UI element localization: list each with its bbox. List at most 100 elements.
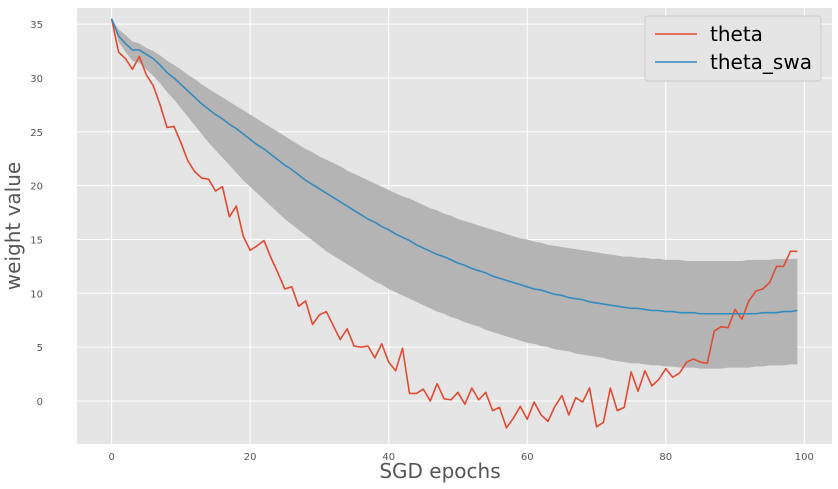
data-point-theta [755,291,756,292]
data-point-theta-swa [638,308,639,309]
data-point-theta-swa [451,259,452,260]
data-point-theta [464,404,465,405]
data-point-theta [568,414,569,415]
data-point-theta-swa [305,180,306,181]
series-line-theta-swa [110,18,798,315]
data-point-theta-swa [409,240,410,241]
data-point-theta [617,410,618,411]
x-tick-label: 100 [795,452,814,463]
data-point-theta-swa [527,286,528,287]
data-point-theta [444,398,445,399]
data-point-theta [409,393,410,394]
data-point-theta-swa [367,219,368,220]
data-point-theta-swa [430,251,431,252]
data-point-theta [748,300,749,301]
data-point-theta [527,419,528,420]
data-point-theta [381,343,382,344]
data-point-theta [534,402,535,403]
y-tick-label: 30 [30,74,43,85]
y-tick-label: 0 [37,397,43,408]
data-point-theta [326,311,327,312]
y-tick-label: 20 [30,182,43,193]
data-point-theta [270,257,271,258]
data-point-theta [451,399,452,400]
data-point-theta [367,346,368,347]
data-point-theta-swa [520,284,521,285]
data-point-theta [333,325,334,326]
data-point-theta-swa [222,118,223,119]
data-point-theta-swa [568,297,569,298]
legend: theta theta_swa [644,15,822,82]
data-point-theta [118,52,119,53]
data-point-theta-swa [603,304,604,305]
data-point-theta [319,314,320,315]
data-point-theta-swa [139,49,140,50]
data-point-theta [589,388,590,389]
data-point-theta [783,266,784,267]
data-point-theta [243,236,244,237]
data-point-theta-swa [541,290,542,291]
data-point-theta [277,272,278,273]
data-point-theta-swa [173,77,174,78]
data-point-theta [478,399,479,400]
data-point-theta-swa [444,256,445,257]
x-tick-label: 40 [382,452,395,463]
data-point-theta [298,306,299,307]
data-point-theta [492,410,493,411]
y-tick-label: 15 [30,235,43,246]
data-point-theta [707,363,708,364]
data-point-theta-swa [194,97,195,98]
data-point-theta-swa [319,188,320,189]
data-point-theta [222,186,223,187]
data-point-theta [167,127,168,128]
data-point-theta-swa [333,197,334,198]
data-point-theta-swa [340,201,341,202]
y-tick-label: 10 [30,289,43,300]
y-tick-label: 35 [30,20,43,31]
data-point-theta [201,178,202,179]
data-point-theta-swa [257,144,258,145]
data-point-theta-swa [596,302,597,303]
data-point-theta-swa [679,312,680,313]
y-tick-label: 25 [30,128,43,139]
data-point-theta [291,286,292,287]
data-point-theta-swa [471,268,472,269]
data-point-theta-swa [762,312,763,313]
data-point-theta-swa [776,312,777,313]
series-layer [110,18,798,429]
data-point-theta [603,422,604,423]
data-point-theta-swa [797,310,798,311]
data-point-theta [776,266,777,267]
data-point-theta [264,240,265,241]
x-tick-labels: 0 20 40 60 80 100 [108,452,813,463]
data-point-theta-swa [534,288,535,289]
data-point-theta-swa [610,305,611,306]
data-point-theta-swa [284,165,285,166]
data-point-theta [430,400,431,401]
confidence-band [111,18,798,369]
data-point-theta-swa [326,193,327,194]
data-point-theta [561,395,562,396]
data-point-theta [139,56,140,57]
data-point-theta-swa [270,154,271,155]
data-point-theta [728,327,729,328]
x-tick-label: 0 [108,452,114,463]
data-point-theta [437,383,438,384]
data-point-theta-swa [208,109,209,110]
legend-box [644,15,822,82]
data-point-theta-swa [229,124,230,125]
data-point-theta [721,326,722,327]
data-point-theta-swa [236,128,237,129]
data-point-theta-swa [160,65,161,66]
data-point-theta-swa [748,313,749,314]
data-point-theta-swa [457,263,458,264]
data-point-theta-swa [478,270,479,271]
data-point-theta-swa [111,18,112,19]
data-point-theta [582,402,583,403]
data-point-theta-swa [631,308,632,309]
data-point-theta [769,282,770,283]
data-point-theta [790,251,791,252]
data-point-theta [416,393,417,394]
data-point-theta-swa [132,49,133,50]
